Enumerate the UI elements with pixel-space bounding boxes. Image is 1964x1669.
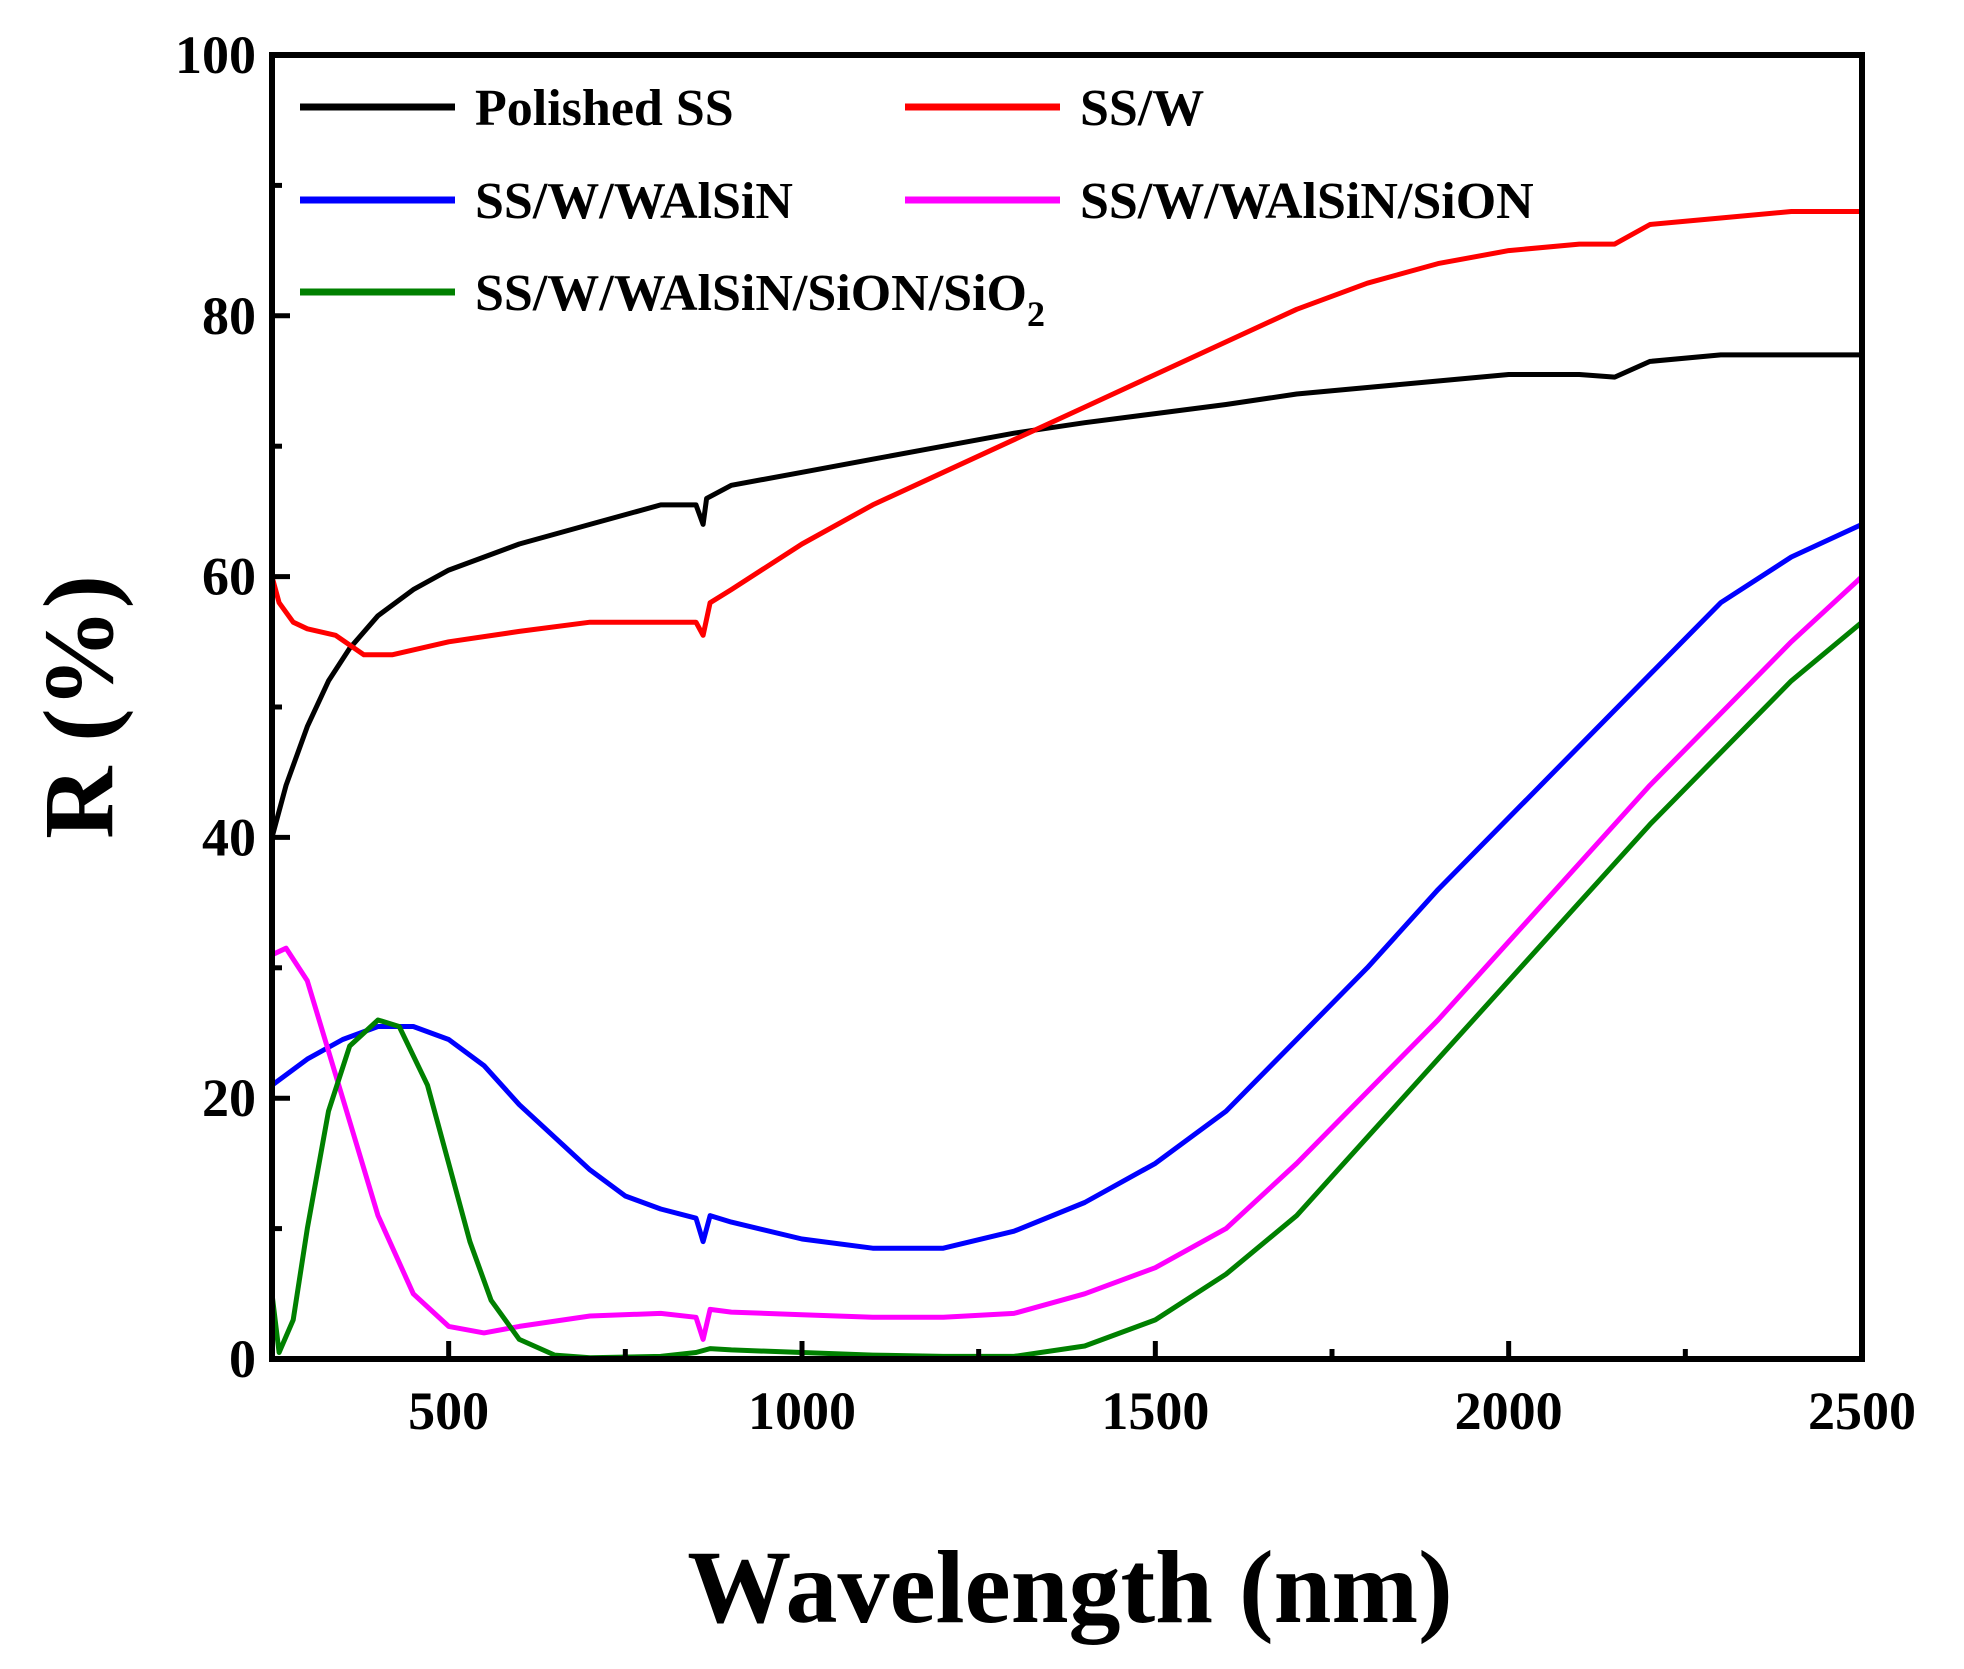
- plot-frame: [269, 52, 1865, 1362]
- x-tick-label: 2000: [1455, 1381, 1563, 1441]
- y-tick-label: 40: [202, 807, 256, 867]
- legend-label: SS/W: [1080, 80, 1204, 137]
- legend-label: SS/W/WAlSiN: [475, 173, 793, 230]
- legend-label: SS/W/WAlSiN/SiON: [1080, 173, 1534, 230]
- x-tick-label: 1000: [748, 1381, 856, 1441]
- series-line-5: [269, 620, 1864, 1361]
- x-tick-label: 2500: [1808, 1381, 1916, 1441]
- y-axis-title: R (%): [23, 575, 134, 839]
- x-tick-label: 1500: [1101, 1381, 1209, 1441]
- ticks-layer: 500 1000 1500 2000 2500 0 20 40 60 80 100: [175, 25, 1916, 1441]
- legend: Polished SS SS/W SS/W/WAlSiN SS/W/WAlSiN/Si…: [300, 80, 1534, 334]
- series-layer: [269, 209, 1864, 1361]
- y-tick-label: 60: [202, 547, 256, 607]
- y-tick-label: 20: [202, 1068, 256, 1128]
- series-line-3: [270, 522, 1864, 1251]
- y-tick-label: 80: [202, 286, 256, 346]
- y-tick-label: 100: [175, 25, 256, 85]
- legend-label: Polished SS: [475, 80, 734, 137]
- legend-label: SS/W/WAlSiN/SiON/SiO2: [475, 265, 1045, 334]
- series-line-1: [269, 352, 1862, 839]
- x-axis-title: Wavelength (nm): [687, 1530, 1453, 1645]
- y-tick-label: 0: [229, 1329, 256, 1389]
- series-line-2: [269, 209, 1862, 658]
- series-line-4: [270, 574, 1864, 1342]
- x-tick-label: 500: [408, 1381, 489, 1441]
